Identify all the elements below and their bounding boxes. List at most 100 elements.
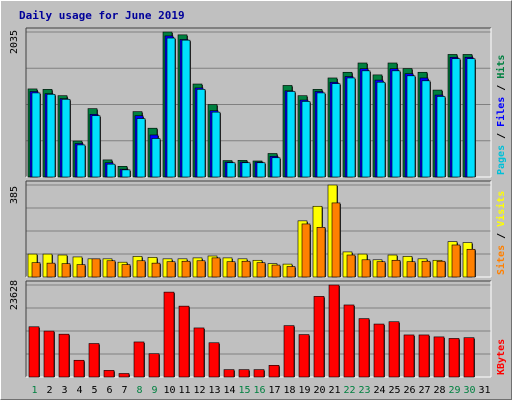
sites-bar-day-30 <box>466 248 476 278</box>
pages-bar-day-9 <box>151 138 161 178</box>
kbytes-bar-day-19 <box>298 334 310 378</box>
kbytes-bar-day-14 <box>223 369 235 378</box>
kbytes-bar-day-24 <box>373 323 385 378</box>
pages-bar-day-28 <box>436 96 446 178</box>
x-tick-day-21: 21 <box>328 385 340 396</box>
sites-bar-day-28 <box>436 260 446 278</box>
pages-bar-day-5 <box>91 115 101 178</box>
x-tick-day-22: 22 <box>343 385 355 396</box>
kbytes-bar-day-16 <box>253 369 265 378</box>
kbytes-bar-day-4 <box>73 359 85 378</box>
kbytes-bar-day-9 <box>148 353 160 378</box>
kbytes-bar-day-2 <box>43 330 55 378</box>
pages-bar-day-29 <box>451 58 461 178</box>
pages-bar-day-16 <box>256 162 266 178</box>
x-tick-day-19: 19 <box>298 385 310 396</box>
y-axis-label-separator: / <box>496 227 507 245</box>
x-tick-day-26: 26 <box>403 385 415 396</box>
sites-bar-day-4 <box>76 264 86 278</box>
pages-bar-day-22 <box>346 77 356 178</box>
sites-bar-day-7 <box>121 264 131 278</box>
pages-bar-day-27 <box>421 80 431 178</box>
x-tick-day-3: 3 <box>61 385 67 396</box>
x-tick-day-8: 8 <box>136 385 142 396</box>
pages-bar-day-21 <box>331 83 341 178</box>
x-tick-day-9: 9 <box>151 385 157 396</box>
x-tick-day-20: 20 <box>313 385 325 396</box>
x-tick-day-31: 31 <box>478 385 490 396</box>
x-tick-day-24: 24 <box>373 385 385 396</box>
sites-bar-day-23 <box>361 259 371 278</box>
x-tick-day-11: 11 <box>178 385 190 396</box>
x-tick-day-27: 27 <box>418 385 430 396</box>
kbytes-bar-day-22 <box>343 304 355 378</box>
x-tick-day-25: 25 <box>388 385 400 396</box>
kbytes-bar-day-23 <box>358 318 370 378</box>
y-max-tick-2: 385 <box>9 186 20 204</box>
x-tick-day-5: 5 <box>91 385 97 396</box>
sites-bar-day-6 <box>106 260 116 278</box>
sites-bar-day-21 <box>331 202 341 278</box>
pages-bar-day-7 <box>121 169 131 178</box>
kbytes-bar-day-13 <box>208 342 220 378</box>
x-tick-day-18: 18 <box>283 385 295 396</box>
y-axis-label-part-pages: Pages <box>496 145 507 175</box>
sites-bar-day-3 <box>61 263 71 278</box>
pages-bar-day-19 <box>301 101 311 178</box>
pages-bar-day-17 <box>271 157 281 178</box>
y-axis-label-part-files: Files <box>495 97 507 127</box>
sites-bar-day-29 <box>451 244 461 278</box>
x-tick-day-4: 4 <box>76 385 82 396</box>
y-axis-label-1: Pages / Files / Hits <box>495 55 507 175</box>
kbytes-bar-day-12 <box>193 327 205 378</box>
kbytes-bar-day-7 <box>118 373 130 378</box>
sites-bar-day-15 <box>241 260 251 278</box>
sites-bar-day-12 <box>196 260 206 278</box>
x-tick-day-6: 6 <box>106 385 112 396</box>
y-axis-label-3: KBytes <box>496 339 507 375</box>
kbytes-bar-day-6 <box>103 370 115 378</box>
sites-bar-day-25 <box>391 259 401 278</box>
y-axis-label-2: Sites / Visits <box>495 191 507 275</box>
y-max-tick-3: 23628 <box>9 280 20 310</box>
x-tick-day-10: 10 <box>163 385 175 396</box>
y-axis-label-separator: / <box>496 79 507 97</box>
kbytes-bar-day-17 <box>268 365 280 378</box>
pages-bar-day-15 <box>241 162 251 178</box>
sites-bar-day-11 <box>181 260 191 278</box>
sites-bar-day-10 <box>166 261 176 278</box>
sites-bar-day-5 <box>91 258 101 278</box>
sites-bar-day-16 <box>256 262 266 278</box>
kbytes-bar-day-25 <box>388 321 400 378</box>
y-axis-label-part-visits: Visits <box>495 191 507 227</box>
pages-bar-day-26 <box>406 75 416 178</box>
x-tick-day-13: 13 <box>208 385 220 396</box>
pages-bar-day-8 <box>136 118 146 178</box>
x-tick-day-2: 2 <box>46 385 52 396</box>
chart-title: Daily usage for June 2019 <box>19 9 185 22</box>
y-axis-label-part-sites: Sites <box>495 245 507 275</box>
pages-bar-day-23 <box>361 70 371 178</box>
sites-bar-day-1 <box>31 262 41 278</box>
sites-bar-day-22 <box>346 254 356 278</box>
sites-bar-day-14 <box>226 261 236 278</box>
kbytes-bar-day-3 <box>58 333 70 378</box>
sites-bar-day-9 <box>151 262 161 278</box>
pages-bar-day-11 <box>181 39 191 178</box>
pages-bar-day-12 <box>196 89 206 178</box>
sites-bar-day-17 <box>271 264 281 278</box>
sites-bar-day-2 <box>46 262 56 278</box>
pages-bar-day-6 <box>106 163 116 178</box>
x-tick-day-12: 12 <box>193 385 205 396</box>
sites-bar-day-13 <box>211 257 221 278</box>
y-axis-label-part-kbytes: KBytes <box>496 339 507 375</box>
kbytes-bar-day-21 <box>328 284 340 378</box>
kbytes-bar-day-5 <box>88 343 100 378</box>
pages-bar-day-20 <box>316 92 326 178</box>
y-axis-label-separator: / <box>496 127 507 145</box>
kbytes-bar-day-28 <box>433 336 445 378</box>
pages-bar-day-1 <box>31 92 41 178</box>
pages-bar-day-10 <box>166 37 176 178</box>
